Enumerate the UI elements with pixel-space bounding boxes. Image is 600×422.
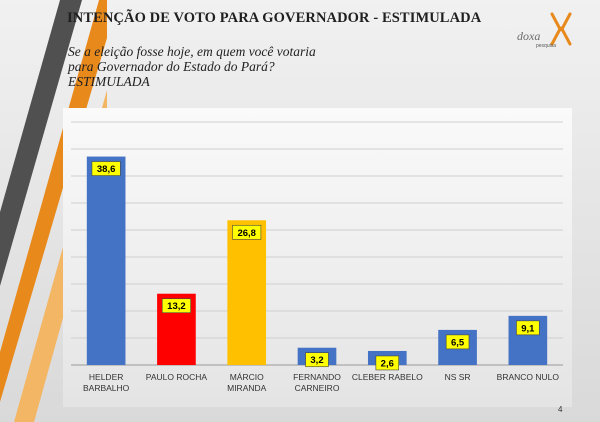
dark-stripe <box>0 0 82 286</box>
category-labels-group: HELDER BARBALHO PAULO ROCHA MÁRCIO MIRANDA FE… <box>83 372 559 393</box>
survey-question: Se a eleição fosse hoje, em quem você vo… <box>68 44 316 89</box>
data-label-box <box>91 161 121 176</box>
category-label: FERNANDO CARNEIRO <box>293 372 341 393</box>
logo-brand-text: doxa <box>517 29 541 43</box>
data-label-box <box>232 224 262 240</box>
data-label: 38,6 <box>91 161 121 176</box>
data-label-text: 26,8 <box>237 228 256 239</box>
data-label-box <box>305 352 329 368</box>
data-label-text: 3,2 <box>310 355 323 366</box>
data-label: 26,8 <box>232 224 262 240</box>
doxa-logo-mark <box>550 12 572 46</box>
data-label-box <box>375 355 399 371</box>
category-label: CLEBER RABELO <box>352 372 423 382</box>
data-label: 3,2 <box>305 352 329 368</box>
vote-intention-bar-chart: 38,6 13,2 26,8 3,2 2,6 6,5 9,1 HELDER BARBALHO P… <box>63 108 572 407</box>
data-label-text: 2,6 <box>381 358 394 369</box>
bar <box>86 156 126 365</box>
category-label: PAULO ROCHA <box>146 372 208 382</box>
logo-tagline: pesquisa <box>536 43 557 49</box>
data-label: 13,2 <box>161 298 191 314</box>
bar <box>227 220 267 365</box>
data-label-text: 13,2 <box>167 301 186 312</box>
page-number: 4 <box>558 405 563 414</box>
data-label-box <box>445 334 470 350</box>
orange-stripe <box>0 0 107 402</box>
data-label: 2,6 <box>375 355 399 371</box>
category-label: NS SR <box>445 372 471 382</box>
category-label: HELDER BARBALHO <box>83 372 130 393</box>
slide-title: INTENÇÃO DE VOTO PARA GOVERNADOR - ESTIM… <box>67 10 482 26</box>
category-label: MÁRCIO MIRANDA <box>227 372 267 393</box>
data-label-box <box>161 298 191 314</box>
data-label: 6,5 <box>445 334 470 350</box>
data-label-text: 9,1 <box>521 323 535 334</box>
data-label: 9,1 <box>516 320 540 336</box>
data-labels-group: 38,6 13,2 26,8 3,2 2,6 6,5 9,1 <box>91 161 540 371</box>
data-label-box <box>516 320 540 336</box>
data-label-text: 6,5 <box>451 337 465 348</box>
category-label: BRANCO NULO <box>497 372 560 382</box>
data-label-text: 38,6 <box>97 164 116 175</box>
